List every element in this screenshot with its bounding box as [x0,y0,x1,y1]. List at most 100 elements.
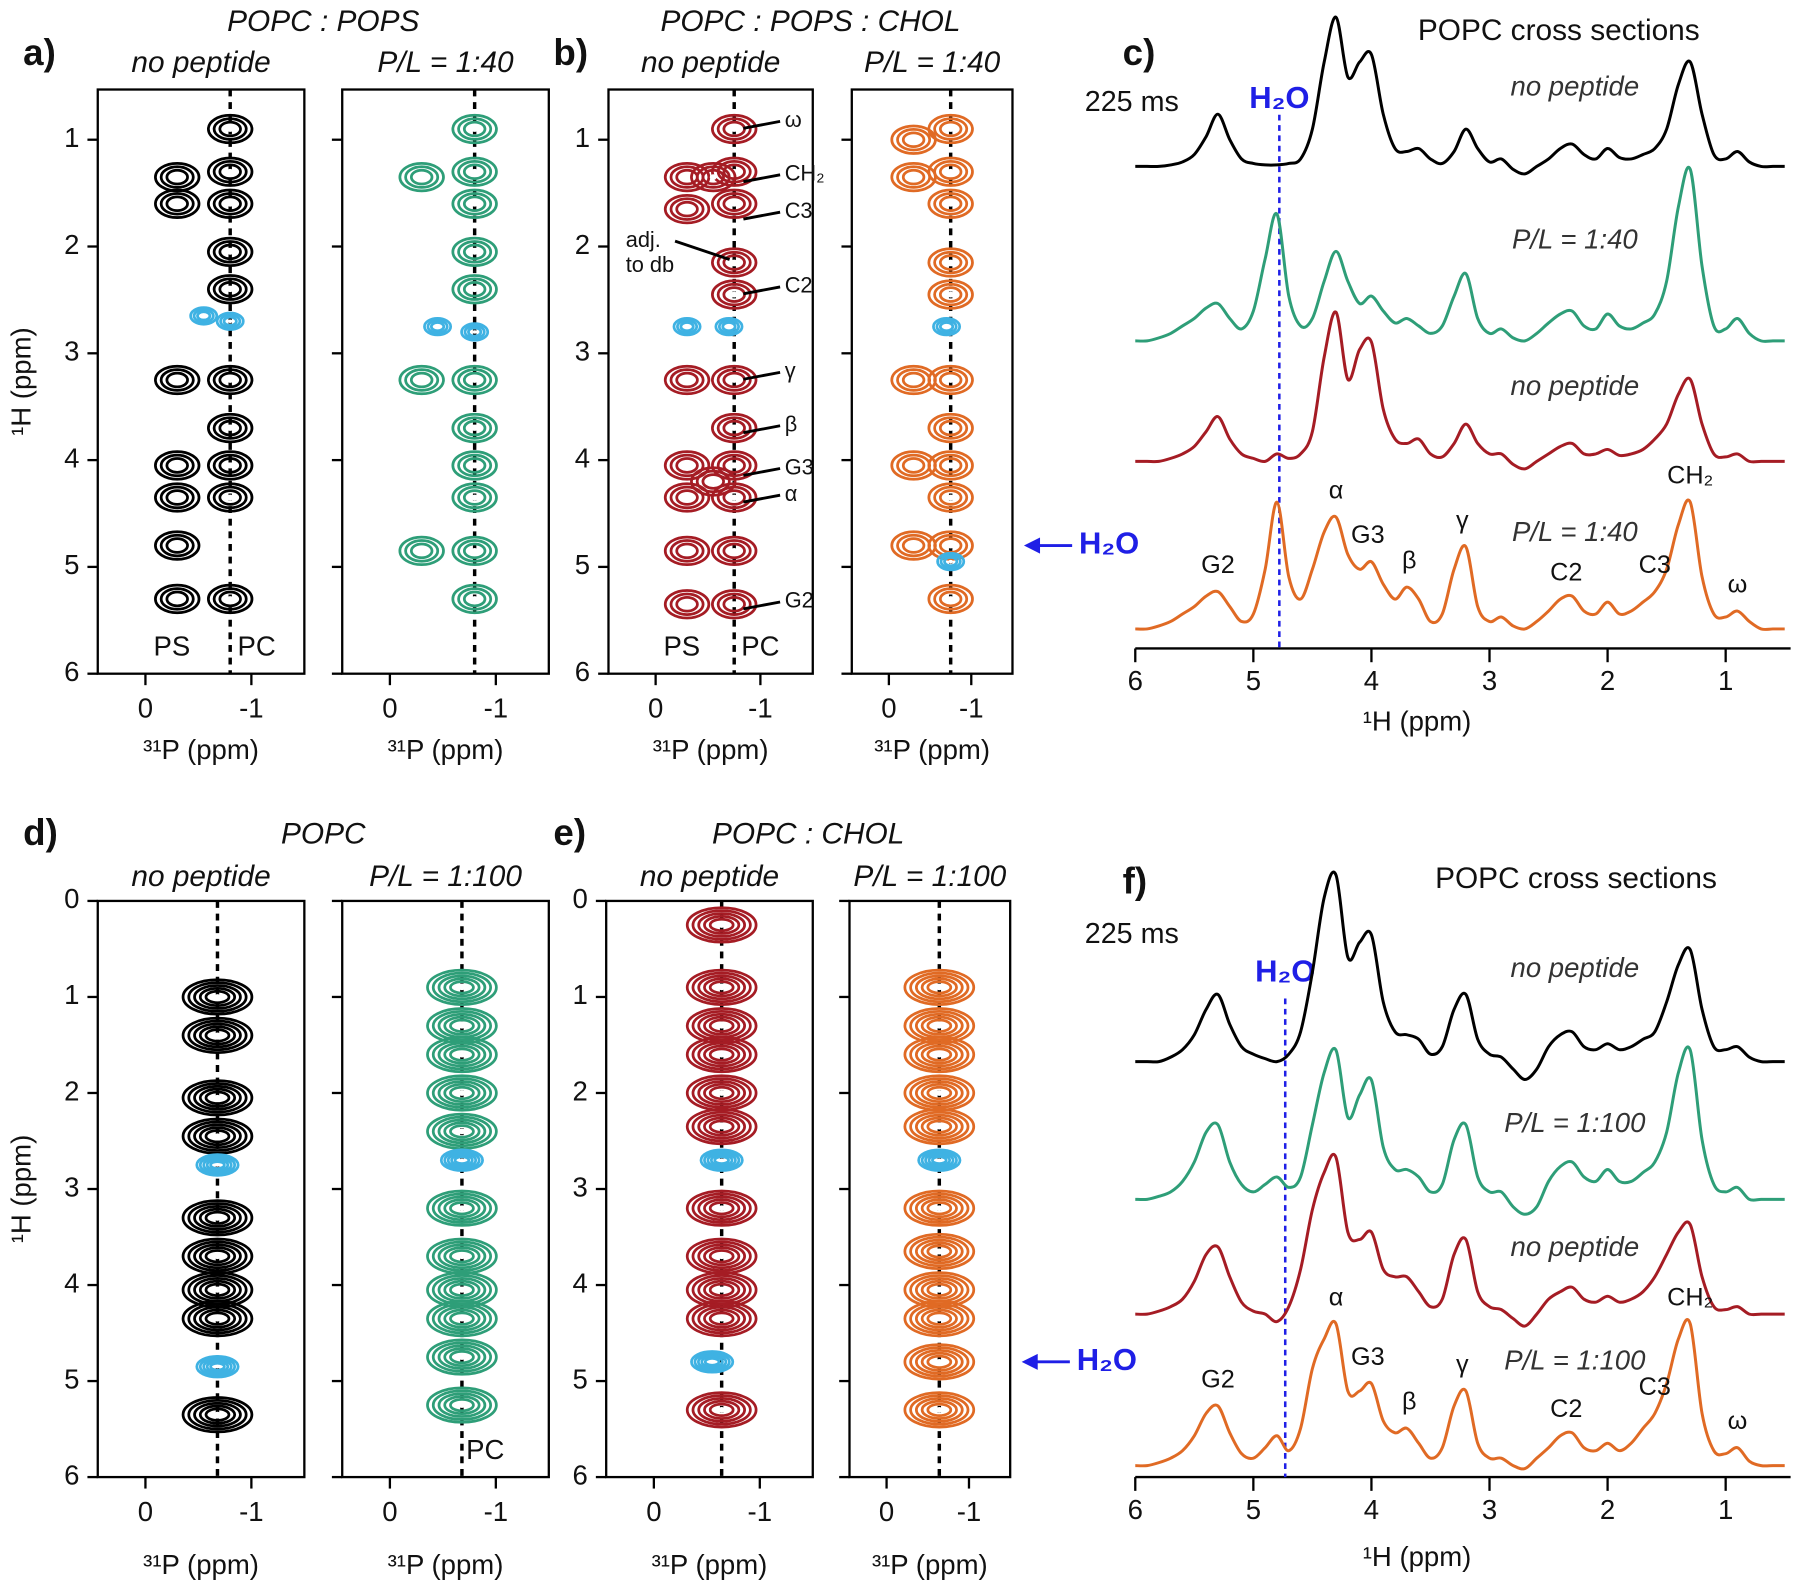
y-tick-label: 3 [575,336,590,367]
contour-ring [204,1210,231,1225]
contour-peak [663,450,711,481]
peak-label: γ [1456,506,1469,534]
contour-ring [451,156,498,187]
peak-center [471,425,479,431]
contour-peak [711,412,758,444]
peak-center [471,494,479,501]
contour-ring [443,1308,481,1329]
contour-ring [909,1346,970,1378]
contour-peak [398,161,445,193]
peak-center [683,494,691,501]
peak-label: G3 [1351,521,1385,549]
contour-ring [193,1401,242,1428]
contour-ring [443,1347,481,1368]
contour-peak [927,412,974,444]
contour-ring [462,243,487,261]
annotation-leader [743,600,781,611]
peak-center [471,596,479,602]
contour-peak [154,450,201,481]
spectrum-trace [1135,15,1785,176]
peak-center [944,324,949,329]
peak-center [947,259,955,266]
contour-peak [426,1300,498,1338]
contour-ring [926,1282,953,1297]
contour-peak [890,124,937,155]
contour-peak [451,583,498,615]
contour-ring [927,1153,952,1167]
contour-ring [903,1343,976,1381]
peak-label: ω [1728,570,1748,598]
peak-center [471,168,479,175]
contour-ring [457,160,493,184]
contour-ring [218,120,242,138]
peak-center [683,174,691,180]
y-axis-label: ¹H (ppm) [5,327,36,436]
contour-ring [218,590,242,608]
contour-peak [927,247,974,278]
contour-ring [193,1243,242,1270]
contour-ring [426,1300,498,1338]
contour-peak [207,156,254,187]
peak-center [935,1315,943,1322]
contour-ring [187,1240,248,1272]
contour-ring [703,1044,741,1065]
contour-ring [181,1079,254,1117]
contour-ring [920,1015,958,1036]
peak-center [418,174,426,180]
contour-ring [697,1305,746,1332]
contour-ring [426,1189,498,1227]
panel-title: POPC : CHOL [712,817,904,850]
contour-ring [697,1397,746,1423]
trace-name: no peptide [1511,1231,1640,1262]
panel-title: POPC [281,817,366,850]
contour-ring [198,1087,237,1108]
contour-ring [711,188,758,219]
y-tick-label: 3 [573,1171,588,1202]
peak-annotation: G3 [785,454,814,479]
contour-ring [703,1399,741,1420]
contour-ring [679,321,695,333]
trace-name: P/L = 1:100 [1504,1107,1646,1138]
contour-ring [691,971,752,1004]
peak-center [214,1032,221,1039]
peak-label: α [1329,1283,1344,1311]
water-arrow-head [1021,1353,1038,1370]
contour-ring [462,489,487,506]
contour-ring [708,1047,735,1062]
contour-ring [198,1279,237,1300]
peak-center [471,548,479,554]
x-tick-label: -1 [748,1496,772,1527]
peak-center [173,462,181,469]
contour-peak [451,236,498,268]
contour-ring [722,254,746,271]
contour-ring [212,416,248,440]
contour-ring [449,1201,475,1216]
contour-ring [938,371,963,389]
contour-peak [663,589,711,620]
contour-ring [690,1350,735,1374]
peak-annotation: α [785,481,798,506]
contour-ring [722,457,746,474]
contour-ring [453,1155,471,1166]
contour-ring [721,321,737,333]
contour-peak [903,968,976,1006]
plot-subtitle: no peptide [640,860,779,893]
contour-ring [443,1121,481,1142]
contour-ring [449,1397,475,1413]
peak-center [910,542,918,549]
contour-ring [938,195,963,213]
peak-center [459,1158,464,1162]
peak-center [948,559,953,564]
spectrum-trace [1135,870,1785,1082]
contour-ring [927,247,974,278]
x-tick-label: -1 [239,1496,263,1527]
contour-peak [903,1108,976,1146]
contour-ring [914,1113,964,1140]
panel-label: c) [1123,32,1156,73]
contour-ring [706,1151,737,1169]
contour-peak [460,322,490,342]
contour-ring [429,321,446,333]
contour-peak [685,1108,758,1146]
contour-ring [446,1151,478,1169]
spectrum-trace [1135,1045,1785,1216]
